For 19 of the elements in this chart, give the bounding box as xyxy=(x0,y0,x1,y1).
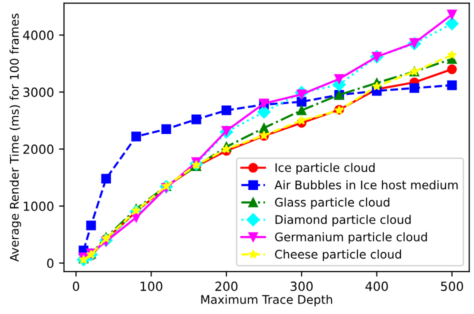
x-tick-label: 0 xyxy=(72,282,80,292)
y-tick-label: 0 xyxy=(47,258,54,268)
legend-label: Cheese particle cloud xyxy=(275,250,401,261)
legend-label: Germanium particle cloud xyxy=(275,232,427,244)
y-tick-label: 1000 xyxy=(24,202,54,211)
legend-label: Glass particle cloud xyxy=(275,198,390,209)
legend-label: Ice particle cloud xyxy=(276,162,375,174)
legend-label: Air Bubbles in Ice host medium xyxy=(274,180,458,190)
x-tick-label: 500 xyxy=(441,282,464,292)
x-tick-label: 200 xyxy=(215,282,238,292)
x-axis-title: Maximum Trace Depth xyxy=(201,294,332,306)
x-tick-label: 400 xyxy=(365,282,388,292)
x-tick-label: 300 xyxy=(290,282,313,292)
y-tick-label: 3000 xyxy=(23,88,54,97)
legend-label: Diamond particle cloud xyxy=(276,214,411,226)
y-axis-title: Average Render Time (ms) for 100 frames xyxy=(10,14,22,262)
y-tick-label: 4000 xyxy=(23,30,54,40)
x-tick-label: 100 xyxy=(140,282,162,292)
y-tick-label: 2000 xyxy=(23,144,54,154)
